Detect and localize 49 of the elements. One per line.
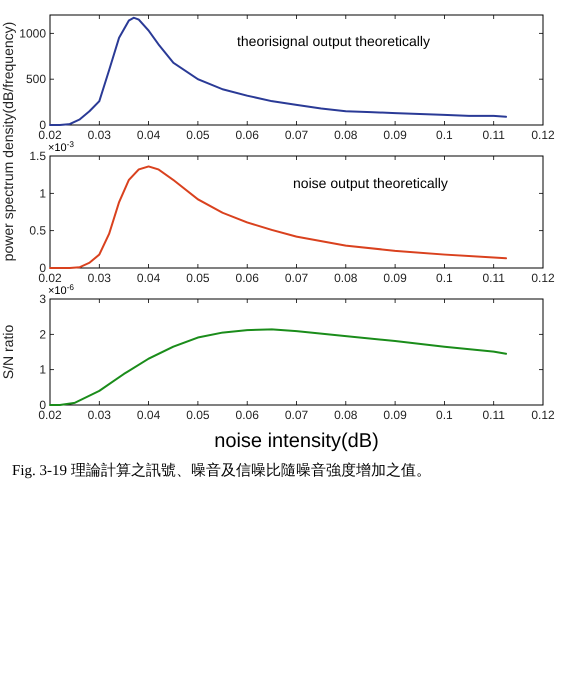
x-tick-label: 0.03 [88, 128, 112, 142]
x-tick-label: 0.09 [383, 128, 408, 142]
x-tick-label: 0.03 [88, 408, 112, 422]
x-tick-label: 0.05 [186, 271, 210, 285]
x-tick-label: 0.08 [334, 408, 358, 422]
x-tick-label: 0.03 [88, 271, 112, 285]
text: ×10$^{-3}$ [48, 140, 74, 154]
y-axis-title: power spectrum density(dB/frequency) [0, 22, 16, 262]
y-tick-label: 1 [39, 362, 46, 377]
y-tick-label: 1000 [19, 26, 46, 40]
y-tick-label: 1.5 [29, 149, 46, 163]
x-tick-label: 0.07 [284, 128, 308, 142]
y-tick-label: 500 [26, 72, 46, 86]
line-series [49, 328, 508, 406]
caption: Fig. 3-19 理論計算之訊號、噪音及信噪比隨噪音強度增加之值。 [12, 462, 431, 479]
y-axis-title: S/N ratio [0, 324, 16, 380]
x-tick-label: 0.07 [284, 408, 308, 422]
x-tick-label: 0.12 [531, 408, 555, 422]
line-series [49, 165, 508, 269]
y-tick-label: 0.5 [29, 224, 46, 238]
x-tick-label: 0.1 [436, 271, 454, 285]
line-series [49, 16, 508, 126]
x-tick-label: 0.06 [236, 408, 260, 422]
y-tick-label: 2 [39, 327, 46, 342]
x-tick-label: 0.06 [236, 271, 260, 285]
x-tick-label: 0.09 [383, 408, 408, 422]
x-tick-label: 0.08 [334, 271, 358, 285]
x-tick-label: 0.04 [136, 408, 161, 422]
x-tick-label: 0.05 [186, 408, 210, 422]
text: ×10$^{-6}$ [48, 282, 74, 297]
x-tick-label: 0.11 [482, 271, 506, 285]
x-tick-label: 0.08 [334, 128, 358, 142]
annotation: theorisignal output theoretically [237, 33, 430, 49]
x-tick-label: 0.11 [482, 408, 506, 422]
x-tick-label: 0.1 [436, 408, 454, 422]
x-tick-label: 0.05 [186, 128, 210, 142]
x-tick-label: 0.1 [436, 128, 454, 142]
x-tick-label: 0.04 [136, 271, 161, 285]
x-tick-label: 0.09 [383, 271, 408, 285]
x-tick-label: 0.11 [482, 128, 506, 142]
x-axis-title: noise intensity(dB) [214, 430, 379, 452]
y-tick-label: 3 [39, 292, 46, 306]
x-tick-label: 0.06 [236, 128, 260, 142]
x-tick-label: 0.12 [531, 128, 555, 142]
x-tick-label: 0.12 [531, 271, 555, 285]
annotation: noise output theoretically [293, 175, 448, 191]
x-tick-label: 0.04 [136, 128, 161, 142]
x-tick-label: 0.07 [284, 271, 308, 285]
y-tick-label: 1 [39, 186, 46, 200]
